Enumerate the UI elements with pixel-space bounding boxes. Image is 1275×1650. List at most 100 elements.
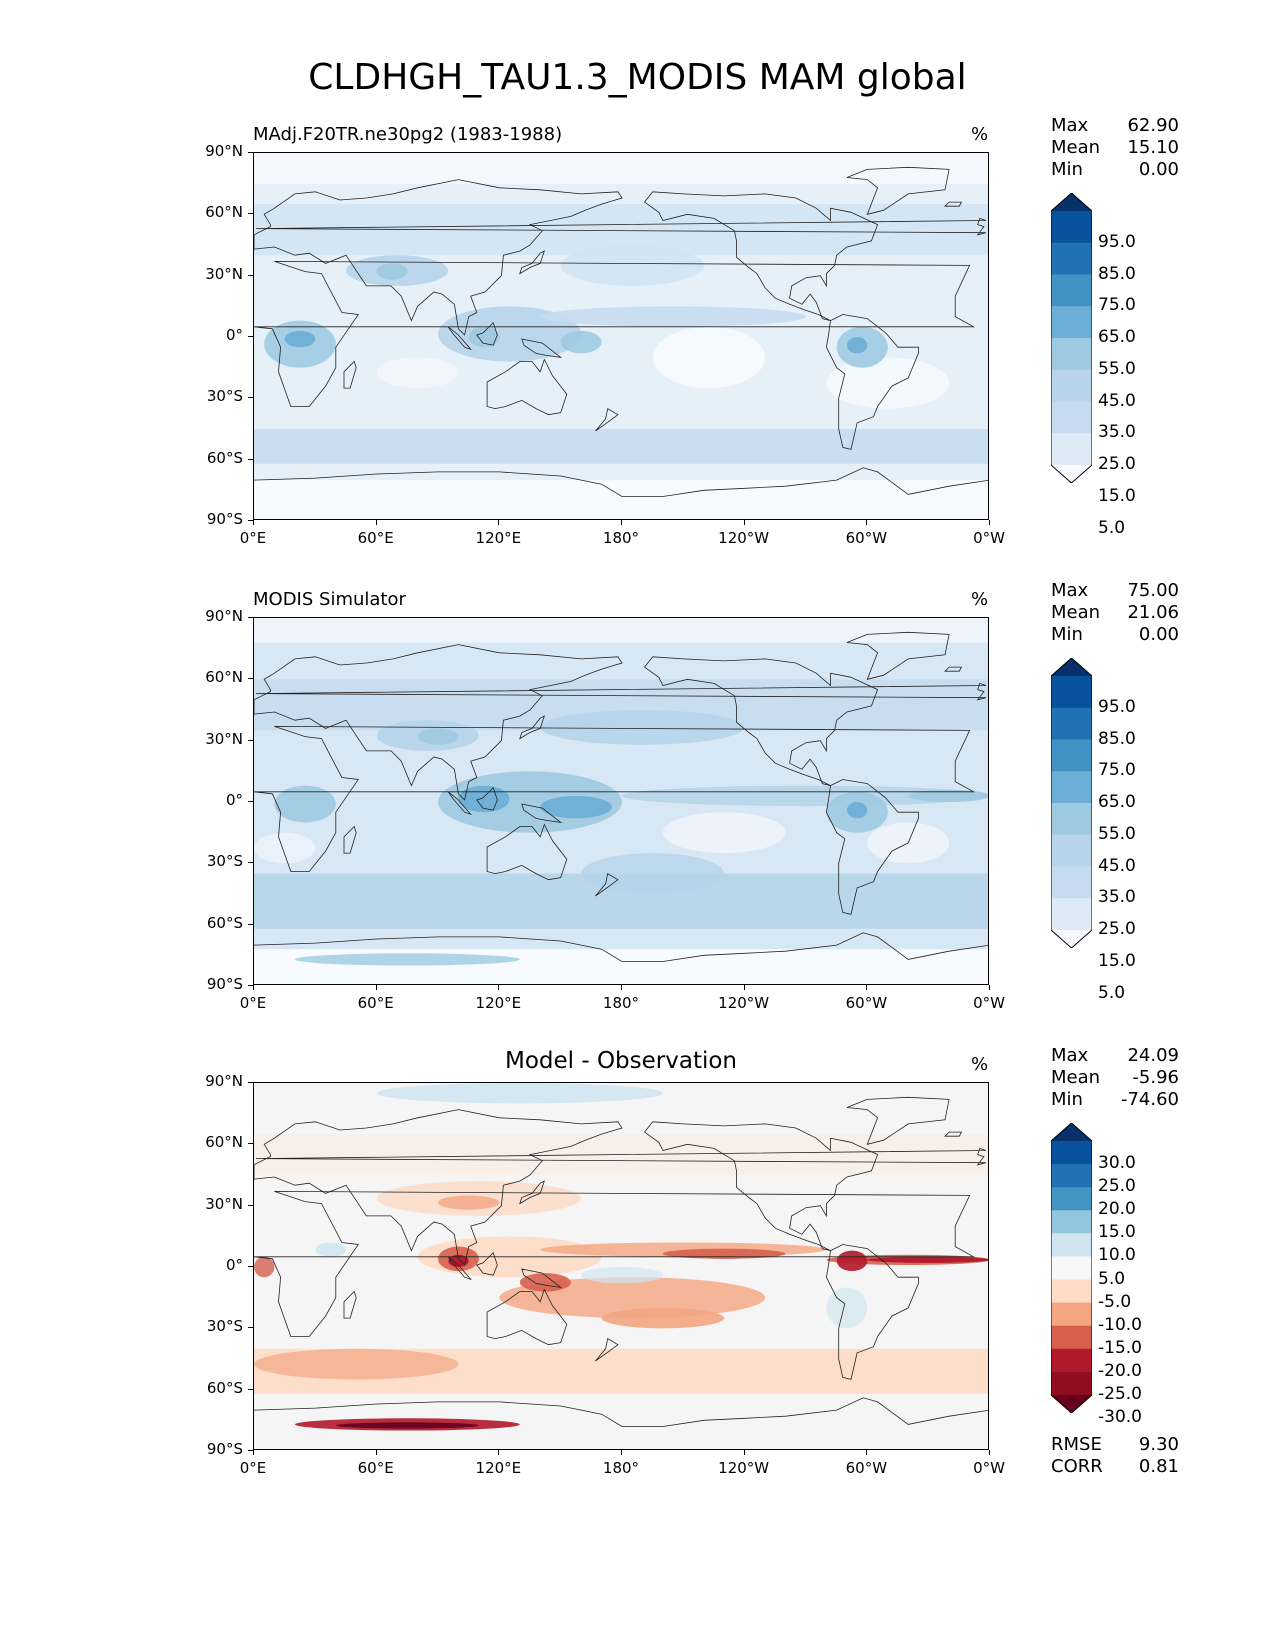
coastline-greenland [846, 1096, 950, 1145]
coastline-newguinea [521, 1268, 563, 1289]
lat-tick-mark [248, 739, 253, 741]
colorbar-tick-label: 5.0 [1098, 517, 1126, 538]
lon-tick-label: 180° [602, 1459, 640, 1477]
contour-region [908, 789, 988, 802]
lon-tick-mark [253, 985, 254, 990]
lat-tick-mark [248, 152, 253, 153]
stat-label: Min [1051, 624, 1083, 645]
coastline-iceland [944, 666, 963, 672]
lon-tick-mark [866, 520, 868, 525]
lon-tick-mark [866, 1450, 868, 1455]
lat-tick-mark [248, 801, 253, 802]
lon-tick-mark [743, 985, 745, 990]
stat-row: Min -74.60 [1051, 1089, 1179, 1111]
colorbar-segment [1051, 658, 1092, 676]
contour-region [826, 1287, 868, 1329]
contour-region [662, 1248, 786, 1259]
contour-region [540, 795, 612, 819]
coastline-greenland [846, 166, 950, 215]
contour-region [560, 330, 602, 354]
colorbar-segment [1051, 1141, 1092, 1165]
contour-region [581, 853, 725, 894]
stat-label: Min [1051, 159, 1083, 180]
lat-tick-mark [248, 862, 253, 864]
contour-region [335, 1422, 479, 1429]
colorbar-segment [1051, 707, 1092, 740]
colorbar-tick-label: 5.0 [1098, 1268, 1126, 1289]
colorbar-tick-label: 15.0 [1098, 1222, 1136, 1243]
stat-label: Max [1051, 115, 1089, 136]
coastline-nz [595, 407, 619, 432]
lat-tick-mark [248, 213, 253, 215]
stat-row: Mean 15.10 [1051, 137, 1179, 159]
stat-label: Min [1051, 1089, 1083, 1110]
colorbar-segment [1051, 193, 1092, 211]
metric-row: RMSE 9.30 [1051, 1434, 1179, 1456]
colorbar-segment [1051, 338, 1092, 371]
stat-value: 0.00 [1138, 624, 1179, 645]
contour-region [254, 153, 988, 184]
colorbar-segment [1051, 1395, 1092, 1413]
lat-tick-label: 30°N [205, 264, 243, 283]
coastline-eurasia [254, 644, 623, 801]
colorbar-segment [1051, 369, 1092, 402]
colorbar-tick-label: 30.0 [1098, 1153, 1136, 1174]
colorbar-tick-label: -15.0 [1098, 1337, 1142, 1358]
lat-tick-label: 0° [225, 326, 243, 344]
lat-tick-mark [248, 458, 253, 460]
coastline-southamerica [825, 314, 919, 450]
panel-title: MODIS Simulator [253, 589, 406, 610]
colorbar-tick-label: -25.0 [1098, 1384, 1142, 1404]
coastline-antarctica [254, 467, 988, 497]
lat-tick-mark [248, 617, 253, 618]
lon-tick-label: 0°E [239, 529, 267, 547]
colorbar-segment [1051, 676, 1092, 709]
lat-tick-label: 30°S [206, 387, 243, 406]
lon-tick-label: 60°W [845, 529, 888, 547]
colorbar-tick-label: 95.0 [1098, 696, 1136, 717]
coastline-africa [254, 261, 976, 407]
map-area [253, 152, 989, 520]
lat-tick-mark [248, 397, 253, 399]
stat-label: Mean [1051, 1067, 1101, 1088]
stat-value: 15.10 [1127, 137, 1179, 158]
contour-region [836, 1250, 868, 1272]
lon-tick-mark [375, 1450, 377, 1455]
stat-value: 24.09 [1127, 1045, 1179, 1066]
colorbar-segment [1051, 401, 1092, 434]
lat-tick-mark [248, 1450, 253, 1451]
coastline-northamerica [643, 656, 879, 786]
contour-region [274, 785, 336, 823]
lon-tick-label: 60°W [845, 994, 888, 1012]
colorbar-segment [1051, 771, 1092, 804]
lon-tick-mark [375, 985, 377, 990]
colorbar-tick-label: -30.0 [1098, 1407, 1142, 1428]
coastline-northamerica [643, 191, 879, 321]
colorbar-segment [1051, 930, 1092, 948]
contour-region [376, 357, 459, 389]
lat-tick-label: 0° [225, 791, 243, 809]
lat-tick-label: 90°N [205, 607, 243, 625]
lon-tick-mark [743, 1450, 745, 1455]
colorbar-segment [1051, 1348, 1092, 1373]
lat-tick-mark [248, 274, 253, 276]
coastline-southamerica [825, 779, 919, 915]
coastline-africa [254, 1191, 976, 1337]
metrics-block: RMSE 9.30 CORR 0.81 [1051, 1434, 1179, 1478]
colorbar-segment [1051, 1187, 1092, 1211]
colorbar-tick-label: 55.0 [1098, 823, 1136, 844]
colorbar-tick-label: 20.0 [1098, 1199, 1136, 1220]
lon-tick-label: 120°W [718, 1459, 770, 1477]
colorbar-tick-label: 45.0 [1098, 855, 1136, 876]
lat-tick-label: 60°S [206, 913, 243, 932]
colorbar-graphic [1050, 657, 1093, 949]
lon-tick-mark [621, 520, 622, 525]
contour-region [468, 326, 500, 348]
units-label: % [971, 1054, 989, 1075]
colorbar-segment [1051, 1164, 1092, 1188]
contour-region [846, 802, 868, 819]
colorbar-segment [1051, 803, 1092, 836]
coastline-japan [519, 250, 545, 275]
stat-label: Mean [1051, 602, 1101, 623]
lon-tick-mark [989, 520, 990, 525]
